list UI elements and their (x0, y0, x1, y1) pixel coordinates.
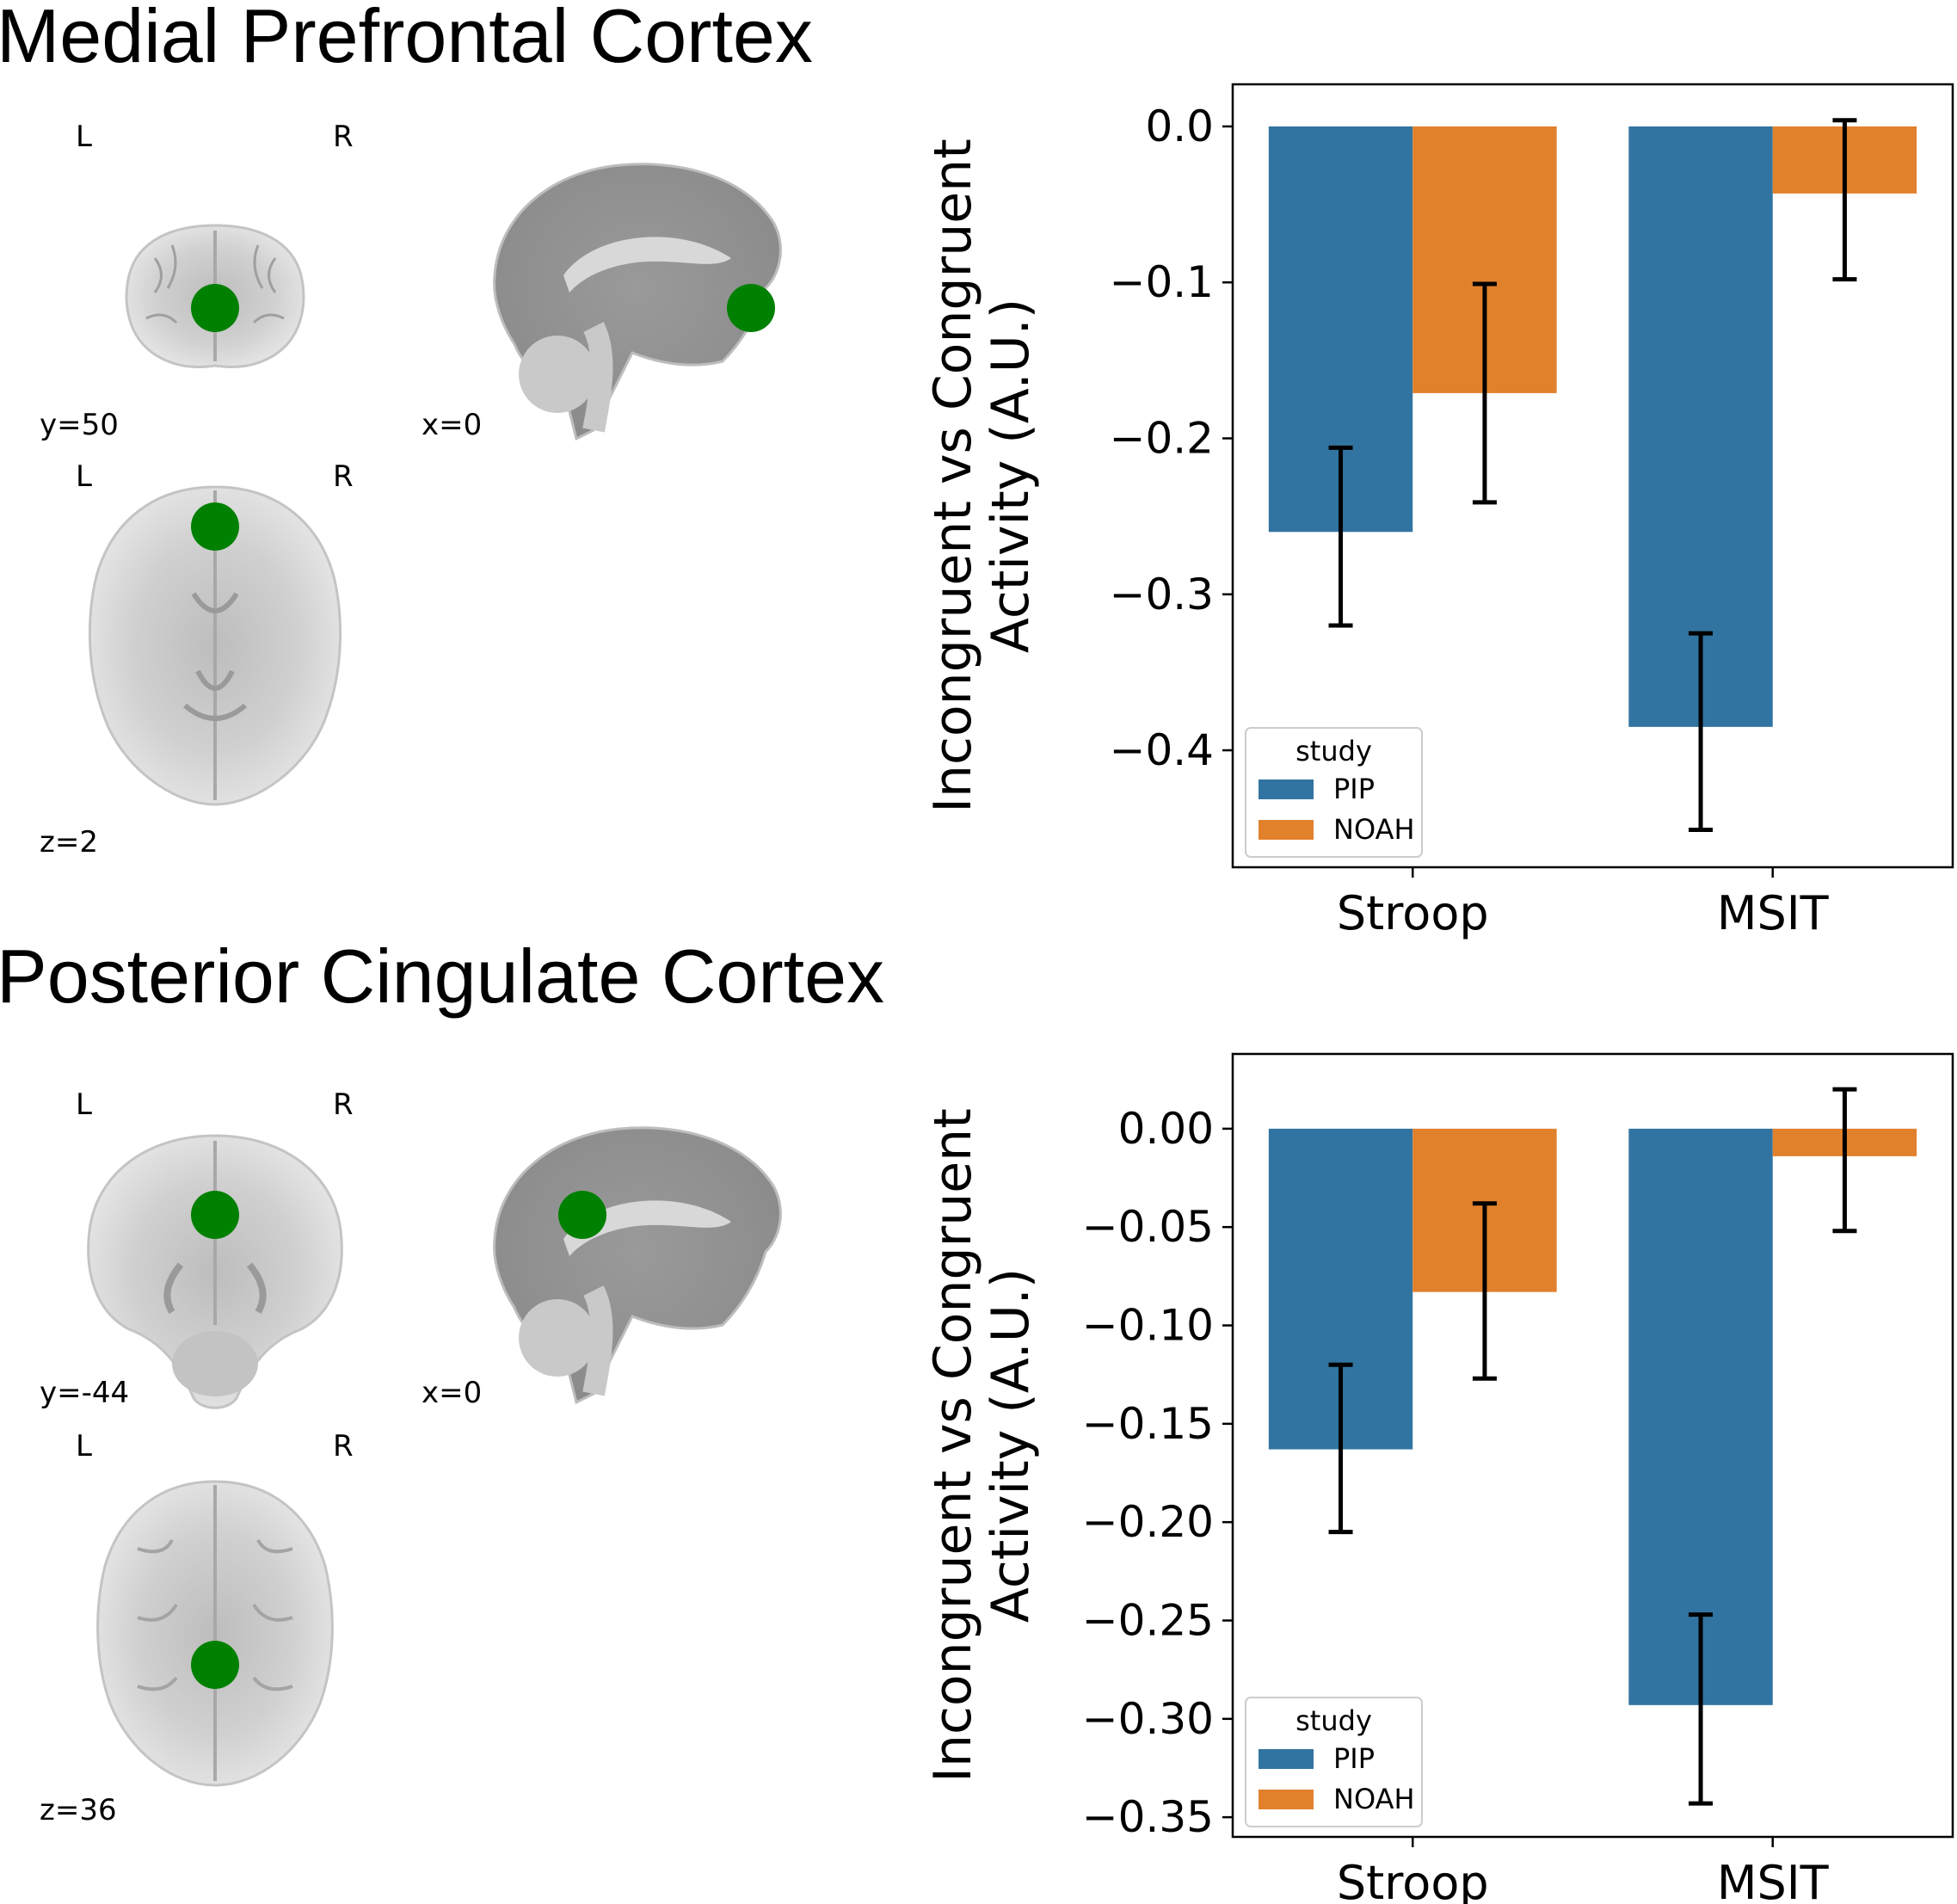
x-tick-label: Stroop (1337, 886, 1489, 940)
y-tick-label: −0.3 (1110, 570, 1214, 619)
roi-marker (191, 1191, 239, 1239)
cerebellum (519, 336, 596, 413)
coronal-sulci (145, 244, 285, 324)
axes-frame (1231, 1052, 1954, 1839)
legend-label: PIP (1333, 1742, 1375, 1775)
y-tick-label: −0.20 (1082, 1497, 1214, 1547)
orientation-right-label: R (333, 1429, 354, 1463)
legend-swatch (1259, 1790, 1314, 1809)
orientation-right-label: R (333, 1088, 354, 1122)
y-tick-label: 0.00 (1118, 1104, 1214, 1154)
axes-frame (1231, 83, 1954, 869)
y-axis-label: Incongruent vs Congruent (923, 1108, 983, 1783)
orientation-left-label: L (76, 1429, 92, 1463)
roi-marker (191, 502, 239, 551)
bar-chart-medial-prefrontal: 0.0 −0.1 −0.2 −0.3 −0.4 Stroop MSIT Incongruent… (923, 83, 1954, 940)
sagittal-view: x=0 (422, 1126, 782, 1410)
y-tick-label: −0.1 (1110, 257, 1214, 307)
y-tick-label: −0.10 (1082, 1301, 1214, 1351)
coronal-view: L R y=-44 (40, 1088, 354, 1410)
bar-pip-msit (1628, 1128, 1773, 1705)
y-tick-label: −0.15 (1082, 1399, 1214, 1449)
y-tick-label: −0.05 (1082, 1202, 1214, 1252)
x-tick-label: MSIT (1717, 886, 1830, 940)
coordinate-label: x=0 (422, 1376, 482, 1410)
orientation-right-label: R (333, 120, 354, 154)
y-tick-label: −0.4 (1110, 725, 1214, 775)
x-tick-label: Stroop (1337, 1856, 1489, 1904)
roi-marker (191, 1641, 239, 1689)
brainstem (582, 1285, 613, 1396)
y-tick-label: −0.25 (1082, 1595, 1214, 1645)
y-axis-label: Activity (A.U.) (981, 1268, 1041, 1623)
bar-chart-posterior-cingulate: 0.00 −0.05 −0.10 −0.15 −0.20 −0.25 −0.30 −0.35 S… (923, 1052, 1954, 1904)
panel-posterior-cingulate: Posterior Cingulate Cortex L R y=-44 x=0… (0, 934, 1954, 1904)
orientation-left-label: L (76, 1088, 92, 1122)
legend-title: study (1295, 1704, 1372, 1737)
y-tick-label: 0.0 (1145, 102, 1214, 151)
axial-view: L R z=2 (40, 459, 354, 860)
axial-sulci (137, 1538, 293, 1691)
coordinate-label: y=-44 (40, 1376, 129, 1410)
panel-title: Posterior Cingulate Cortex (0, 934, 884, 1019)
legend-swatch (1259, 1749, 1314, 1769)
orientation-left-label: L (76, 120, 92, 154)
coronal-ventricles (163, 1262, 267, 1315)
panel-title: Medial Prefrontal Cortex (0, 0, 813, 78)
orientation-right-label: R (333, 459, 354, 494)
brainstem (582, 322, 613, 433)
legend-label: NOAH (1333, 813, 1415, 846)
coordinate-label: x=0 (422, 408, 482, 442)
coordinate-label: z=2 (40, 825, 98, 860)
axial-view: L R z=36 (40, 1429, 354, 1827)
roi-marker (191, 284, 239, 332)
y-tick-label: −0.30 (1082, 1694, 1214, 1744)
coordinate-label: z=36 (40, 1793, 117, 1827)
legend-title: study (1295, 735, 1372, 767)
legend-swatch (1259, 779, 1314, 799)
legend-label: PIP (1333, 773, 1375, 805)
coordinate-label: y=50 (40, 408, 119, 442)
panel-medial-prefrontal: Medial Prefrontal Cortex L R y=50 x=0 L … (0, 0, 1954, 940)
x-tick-label: MSIT (1717, 1856, 1830, 1904)
roi-marker (727, 284, 775, 332)
bar-pip-msit (1628, 126, 1773, 727)
coronal-view: L R y=50 (40, 120, 354, 442)
y-tick-label: −0.35 (1082, 1792, 1214, 1842)
roi-marker (558, 1191, 606, 1239)
sagittal-view: x=0 (422, 163, 782, 442)
y-tick-label: −0.2 (1110, 413, 1214, 463)
coronal-cerebellum (172, 1331, 258, 1396)
legend-swatch (1259, 820, 1314, 840)
y-axis-label: Activity (A.U.) (981, 299, 1041, 653)
y-axis-label: Incongruent vs Congruent (923, 139, 983, 813)
axial-ventricles (183, 592, 247, 721)
corpus-callosum (563, 237, 731, 293)
legend-label: NOAH (1333, 1783, 1415, 1815)
orientation-left-label: L (76, 459, 92, 494)
cerebellum (519, 1299, 596, 1377)
